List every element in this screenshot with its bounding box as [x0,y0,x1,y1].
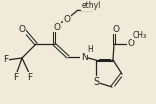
Text: O: O [19,25,25,35]
Text: O: O [127,40,134,48]
Text: CH₃: CH₃ [133,30,147,40]
Text: O: O [63,14,71,24]
Text: F: F [3,56,9,64]
Text: O: O [112,25,119,33]
Text: O: O [54,22,61,32]
Text: F: F [13,72,19,82]
Text: H: H [87,46,93,54]
Text: F: F [27,72,33,82]
Text: ethyl: ethyl [81,1,101,11]
Text: S: S [93,77,99,87]
Text: N: N [81,53,87,61]
